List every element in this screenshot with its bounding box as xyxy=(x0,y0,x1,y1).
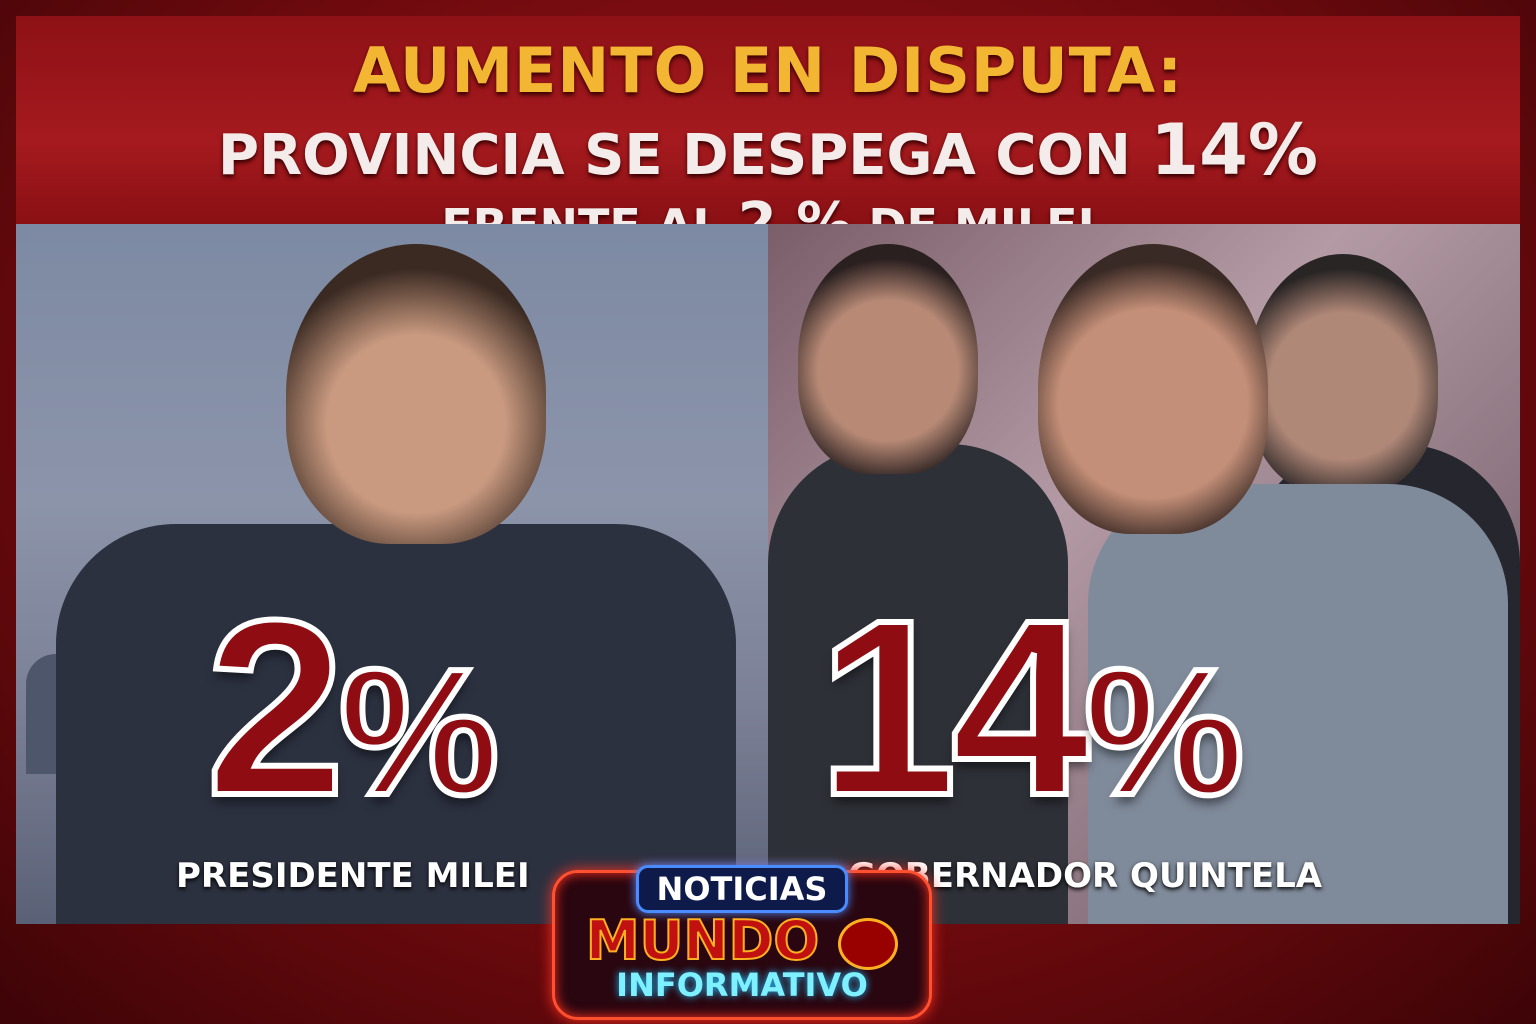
left-percent-value: 2 xyxy=(203,565,348,850)
person-photo xyxy=(1248,254,1438,494)
left-photo-panel: 2% PRESIDENTE MILEI xyxy=(16,224,768,924)
logo-noticias: NOTICIAS xyxy=(635,865,849,913)
person-suit xyxy=(768,444,1068,924)
governor-suit xyxy=(1088,484,1508,924)
right-photo-panel: 14% GOBERNADOR QUINTELA xyxy=(768,224,1520,924)
right-percent-value: 14 xyxy=(815,565,1093,850)
headline-line2: PROVINCIA SE DESPEGA CON 14% xyxy=(16,109,1520,191)
headline-line1: AUMENTO EN DISPUTA: xyxy=(352,34,1184,107)
right-percent-symbol: % xyxy=(1081,629,1247,836)
headline-line2-text: PROVINCIA SE DESPEGA CON xyxy=(218,123,1131,188)
logo-mundo: MUNDO xyxy=(555,912,929,971)
logo-mundo-text: MUNDO xyxy=(585,909,821,972)
left-caption: PRESIDENTE MILEI xyxy=(176,856,530,896)
left-percent: 2% xyxy=(203,564,502,851)
logo-informativo: INFORMATIVO xyxy=(616,966,868,1005)
governor-photo xyxy=(1038,244,1268,534)
headline-line2-value: 14% xyxy=(1150,109,1318,191)
person-photo xyxy=(798,244,978,474)
president-photo xyxy=(286,244,546,544)
left-percent-symbol: % xyxy=(336,629,502,836)
headline: AUMENTO EN DISPUTA: PROVINCIA SE DESPEGA… xyxy=(16,16,1520,256)
globe-icon xyxy=(838,918,899,971)
president-suit xyxy=(56,524,736,924)
right-percent: 14% xyxy=(815,564,1247,851)
brand-logo: NOTICIAS MUNDO INFORMATIVO xyxy=(552,865,932,1020)
